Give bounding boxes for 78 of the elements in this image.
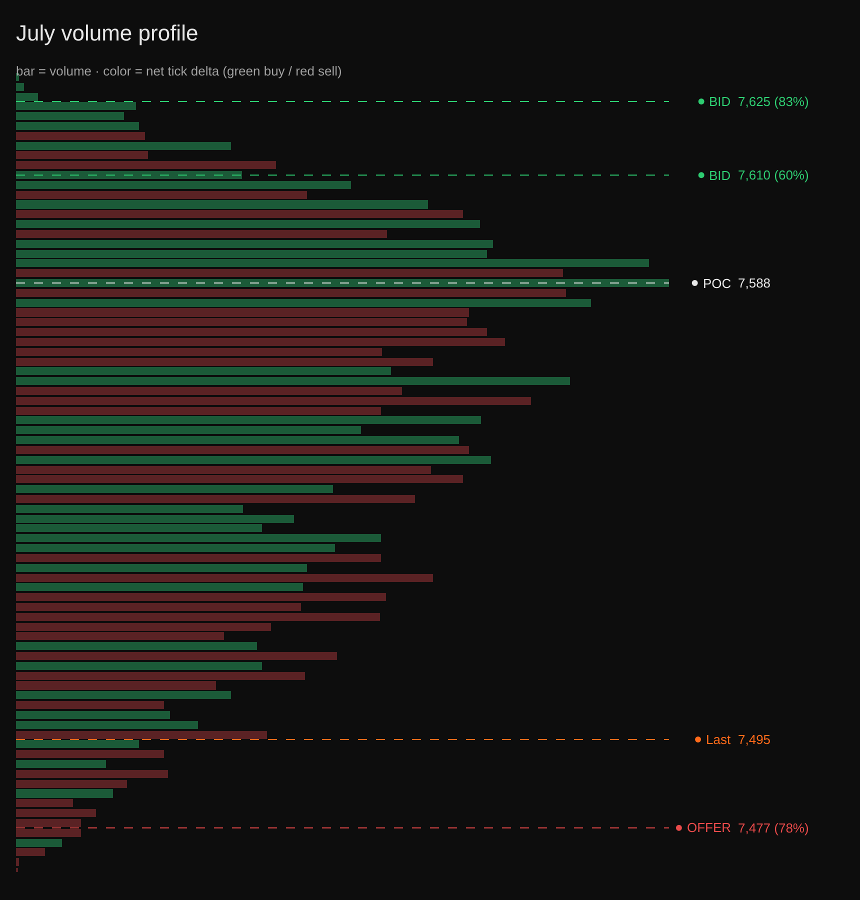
y-tick-label: 7,495: [738, 732, 771, 748]
bar: [16, 534, 381, 542]
bar: [16, 819, 81, 827]
bar: [16, 574, 433, 582]
bar: [16, 338, 505, 346]
bar: [16, 269, 563, 277]
bar: [16, 426, 361, 434]
bar: [16, 446, 469, 454]
bar: [16, 505, 243, 513]
bar: [16, 436, 459, 444]
bar: [16, 299, 591, 307]
bar: [16, 151, 148, 159]
bar: [16, 279, 669, 287]
bar: [16, 662, 262, 670]
bar: [16, 485, 333, 493]
bar: [16, 799, 73, 807]
bar: [16, 200, 428, 209]
y-tick-label: 7,588: [738, 276, 771, 291]
ref-line-label: OFFER: [687, 820, 732, 835]
bar: [16, 456, 491, 464]
bar: [16, 161, 276, 169]
bar: [16, 564, 307, 572]
bar: [16, 721, 198, 729]
bar: [16, 809, 96, 817]
bar: [16, 760, 106, 768]
y-tick-label: 7,625 (83%): [738, 94, 809, 109]
bar: [16, 416, 481, 424]
bar: [16, 210, 463, 218]
bar: [16, 122, 139, 130]
bar: [16, 583, 303, 591]
bar: [16, 829, 81, 837]
bar: [16, 593, 386, 601]
bar: [16, 142, 231, 150]
bar: [16, 240, 493, 248]
bar: [16, 770, 168, 778]
ref-line-label: BID: [709, 94, 731, 109]
bar: [16, 603, 301, 611]
y-tick-label: 7,610 (60%): [738, 168, 809, 183]
bar: [16, 691, 231, 699]
bar: [16, 377, 570, 385]
bar: [16, 289, 566, 297]
bar: [16, 230, 387, 238]
bar: [16, 750, 164, 758]
bar: [16, 112, 124, 120]
bar: [16, 642, 257, 650]
chart-title: July volume profile: [16, 20, 198, 46]
bar: [16, 780, 127, 788]
bar: [16, 613, 380, 621]
bar: [16, 328, 487, 336]
bar: [16, 358, 433, 366]
bar: [16, 132, 145, 140]
bar: [16, 220, 480, 228]
bar: [16, 397, 531, 405]
bar: [16, 495, 415, 503]
bar: [16, 83, 24, 91]
bar: [16, 171, 242, 179]
bar: [16, 711, 170, 719]
bar: [16, 554, 381, 562]
bar: [16, 731, 267, 739]
bar: [16, 789, 113, 798]
bar: [16, 387, 402, 395]
bar: [16, 407, 381, 415]
bar: [16, 191, 307, 199]
bar: [16, 652, 337, 660]
bar: [16, 701, 164, 709]
ref-line-label: POC: [703, 276, 732, 291]
bar: [16, 544, 335, 552]
bar: [16, 858, 19, 866]
ref-line-label: Last: [706, 732, 731, 747]
ref-line-label: BID: [709, 168, 731, 183]
bar: [16, 839, 62, 847]
bar: [16, 181, 351, 189]
bar: [16, 848, 45, 856]
chart-subtitle: bar = volume · color = net tick delta (green buy / red sell): [16, 64, 342, 78]
bar: [16, 348, 382, 356]
bar: [16, 740, 139, 748]
y-tick-label: 7,477 (78%): [738, 820, 809, 836]
bar: [16, 367, 391, 375]
